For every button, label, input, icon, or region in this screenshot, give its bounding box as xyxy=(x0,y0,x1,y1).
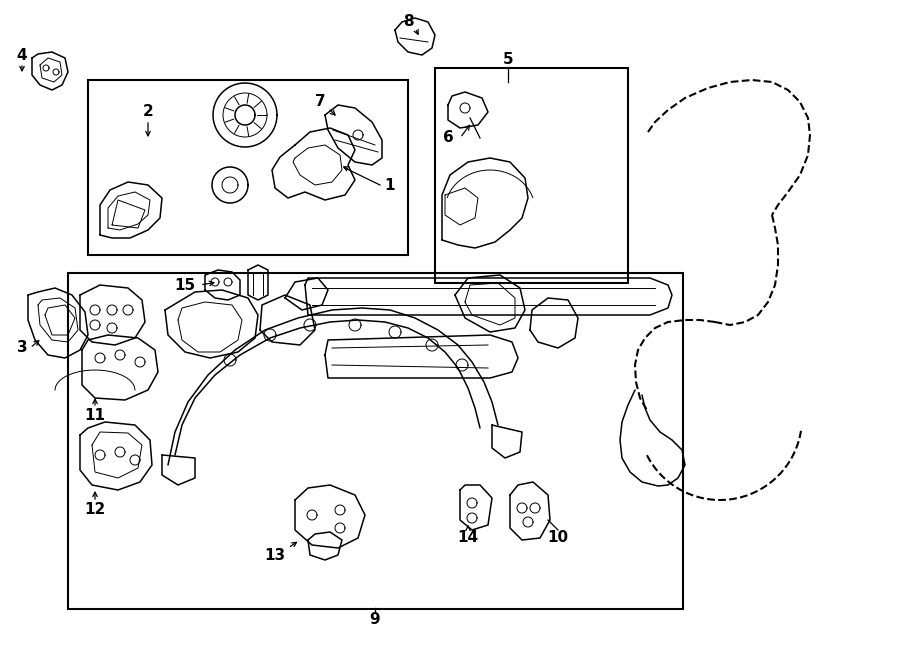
Text: 6: 6 xyxy=(443,130,454,145)
Text: 4: 4 xyxy=(17,48,27,63)
Text: 9: 9 xyxy=(370,613,381,627)
Text: 10: 10 xyxy=(547,531,569,545)
Text: 2: 2 xyxy=(142,104,153,120)
Text: 11: 11 xyxy=(85,407,105,422)
Bar xyxy=(68,273,683,609)
Bar xyxy=(435,68,628,283)
Text: 3: 3 xyxy=(17,340,27,356)
Text: 13: 13 xyxy=(265,547,285,563)
Text: 5: 5 xyxy=(503,52,513,67)
Text: 8: 8 xyxy=(402,15,413,30)
Text: 12: 12 xyxy=(85,502,105,518)
Text: 1: 1 xyxy=(385,178,395,192)
Text: 7: 7 xyxy=(315,95,325,110)
Bar xyxy=(88,80,408,255)
Text: 14: 14 xyxy=(457,531,479,545)
Text: 15: 15 xyxy=(175,278,195,293)
